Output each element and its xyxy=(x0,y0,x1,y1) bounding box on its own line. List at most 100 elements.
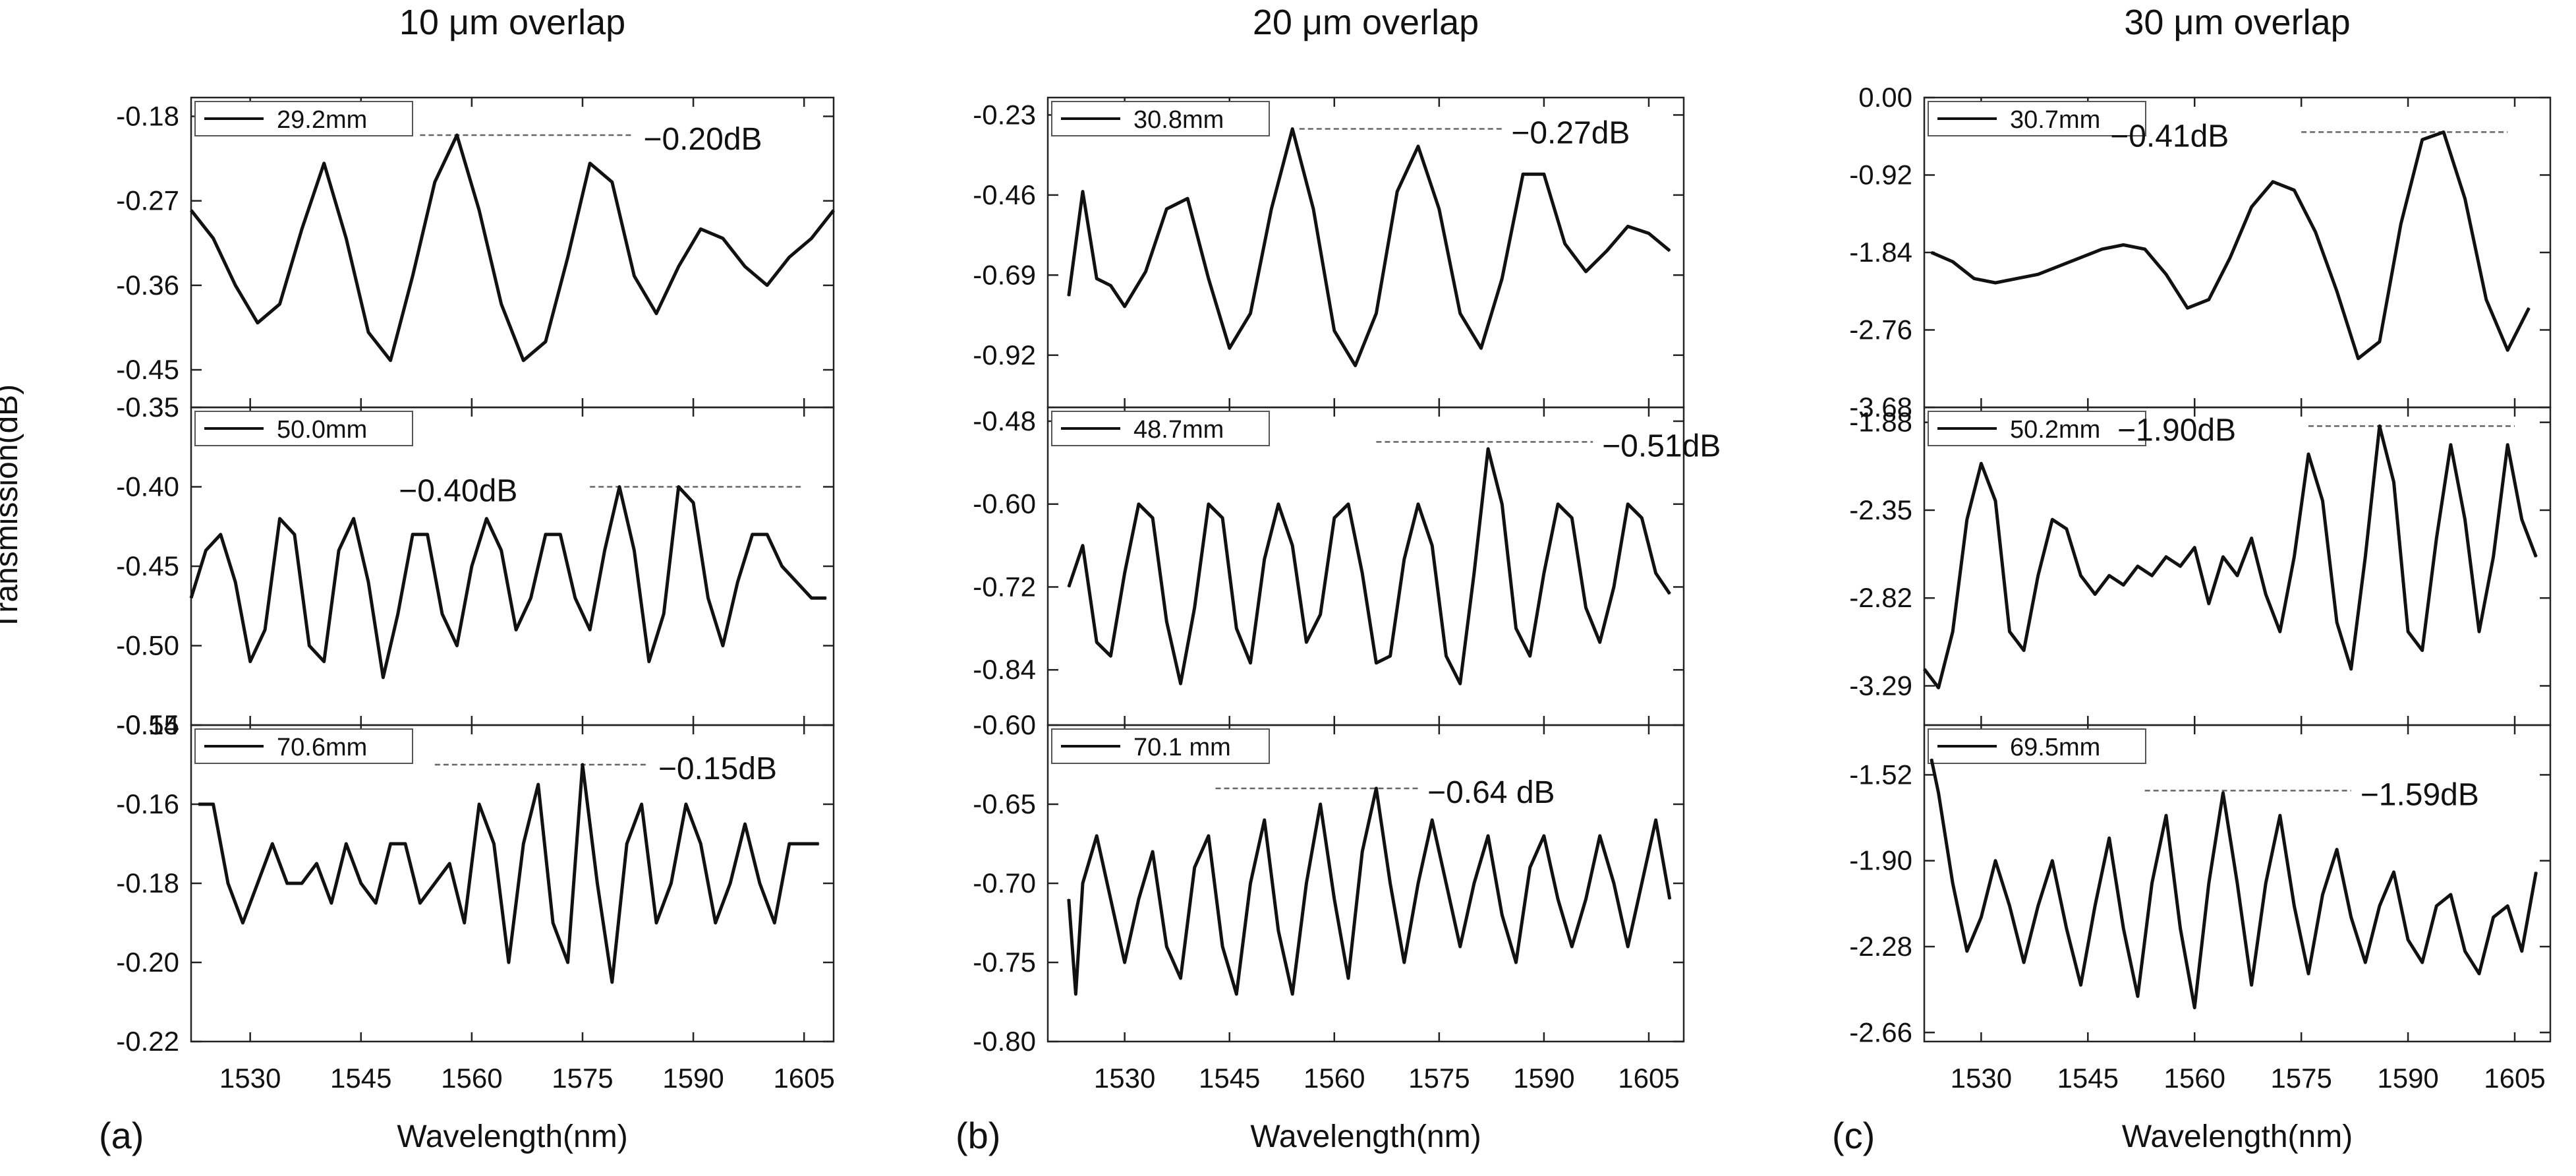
data-point xyxy=(456,645,458,647)
annotation: −0.20dB xyxy=(643,122,762,157)
data-point xyxy=(1459,683,1461,684)
data-point xyxy=(2436,537,2438,539)
data-point xyxy=(279,517,281,519)
data-point xyxy=(1292,993,1293,995)
data-point xyxy=(1474,883,1475,884)
data-point xyxy=(1641,517,1643,519)
data-point xyxy=(389,360,391,361)
data-point xyxy=(1319,804,1321,805)
data-point xyxy=(626,843,627,844)
y-tick-label: -0.45 xyxy=(116,550,179,581)
data-point xyxy=(1292,128,1293,130)
data-point xyxy=(545,534,546,535)
data-point xyxy=(1236,628,1238,630)
data-point xyxy=(2421,649,2423,651)
data-point xyxy=(789,843,790,844)
data-point xyxy=(1152,851,1153,852)
data-point xyxy=(1222,946,1223,947)
data-point xyxy=(1571,946,1573,947)
panel-title: 20 μm overlap xyxy=(1253,3,1479,42)
data-point xyxy=(471,566,472,567)
data-point xyxy=(1389,655,1391,657)
plot-frame xyxy=(1923,724,2552,1043)
data-point xyxy=(818,843,820,844)
data-point xyxy=(1334,898,1335,900)
y-tick-label: -0.40 xyxy=(116,471,179,502)
data-point xyxy=(360,883,362,884)
data-point xyxy=(2165,274,2167,276)
data-point xyxy=(500,550,502,551)
data-point xyxy=(1973,278,1975,279)
data-point xyxy=(1263,558,1265,560)
data-point xyxy=(1501,914,1503,916)
data-point xyxy=(345,843,347,844)
data-point xyxy=(656,312,657,314)
x-tick-label: 1530 xyxy=(1094,1063,1155,1094)
y-tick-label: -1.84 xyxy=(1849,237,1912,268)
data-point xyxy=(2486,299,2487,301)
data-point xyxy=(1522,173,1524,175)
data-point xyxy=(670,883,672,884)
data-point xyxy=(434,883,436,884)
data-point xyxy=(1208,278,1209,279)
y-tick-label: -0.36 xyxy=(116,270,179,301)
subplot-3: -0.14 -0.16 -0.18 -0.20 -0.22 70.6mm −0.15dB xyxy=(116,709,835,1057)
data-point xyxy=(1404,558,1405,560)
data-point xyxy=(2336,622,2337,623)
data-point xyxy=(2507,349,2508,351)
data-point xyxy=(1585,607,1587,608)
data-point xyxy=(523,843,525,844)
data-point xyxy=(2165,815,2167,816)
data-point xyxy=(2393,871,2395,873)
data-point xyxy=(2009,905,2011,907)
data-point xyxy=(249,661,251,662)
panel-title: 10 μm overlap xyxy=(399,3,625,42)
y-tick-label: -0.80 xyxy=(973,1026,1036,1057)
data-point xyxy=(1627,503,1628,505)
data-point xyxy=(2535,556,2537,558)
data-point xyxy=(1995,500,1996,502)
data-point xyxy=(559,534,561,535)
data-point xyxy=(2293,189,2295,191)
data-point xyxy=(1599,835,1601,837)
data-point xyxy=(412,275,413,277)
data-point xyxy=(419,902,421,904)
data-point xyxy=(405,843,406,844)
data-point xyxy=(604,550,606,551)
data-point xyxy=(2208,603,2210,604)
data-point xyxy=(212,237,214,239)
data-point xyxy=(2222,792,2224,794)
legend-label: 30.7mm xyxy=(2010,106,2100,134)
data-point xyxy=(2037,905,2039,907)
y-tick-label: -0.65 xyxy=(973,788,1036,819)
data-point xyxy=(1180,683,1182,684)
data-point xyxy=(2250,984,2252,986)
data-point xyxy=(781,566,783,567)
data-point xyxy=(2123,244,2125,246)
series-line-1 xyxy=(1067,447,1671,686)
data-point xyxy=(2237,575,2238,576)
x-axis-label: Wavelength(nm) xyxy=(1250,1119,1481,1154)
data-point xyxy=(1222,517,1223,519)
data-point xyxy=(2080,575,2082,576)
y-tick-label: -3.68 xyxy=(1849,392,1912,423)
panel-label: (b) xyxy=(956,1115,1000,1156)
annotation: −0.27dB xyxy=(1511,116,1630,151)
data-point xyxy=(2464,198,2466,200)
data-point xyxy=(1564,243,1566,245)
y-tick-label: -0.50 xyxy=(116,630,179,661)
data-point xyxy=(2507,444,2508,446)
y-tick-label: -2.66 xyxy=(1849,1016,1912,1047)
data-point xyxy=(567,256,569,258)
y-tick-label: -0.55 xyxy=(116,709,179,740)
data-point xyxy=(1459,312,1461,314)
y-tick-label: -0.16 xyxy=(116,788,179,819)
data-point xyxy=(1445,655,1447,657)
data-point xyxy=(272,843,273,844)
data-point xyxy=(1515,628,1517,630)
data-point xyxy=(2336,290,2337,292)
y-tick-label: -0.92 xyxy=(973,339,1036,370)
data-point xyxy=(1952,883,1953,884)
data-point xyxy=(685,804,687,805)
